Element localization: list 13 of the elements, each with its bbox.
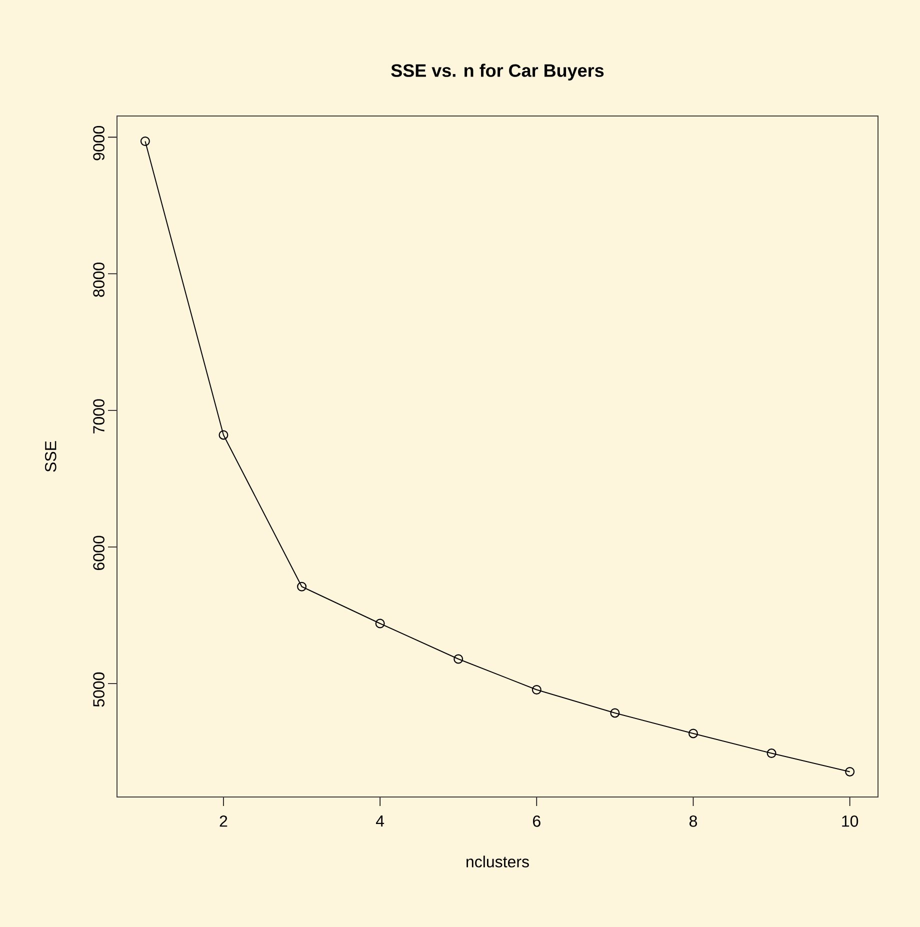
x-tick-label: 2	[220, 816, 228, 827]
y-tick-label: 5000	[93, 672, 104, 707]
x-tick-label: 6	[533, 816, 540, 827]
y-tick-label: 8000	[93, 262, 104, 297]
y-tick-label: 6000	[93, 536, 104, 570]
x-axis-title: nclusters	[466, 856, 529, 868]
x-tick-label: 8	[689, 816, 697, 827]
y-tick-label: 9000	[93, 126, 104, 160]
x-tick-label: 4	[376, 816, 384, 827]
y-tick-label: 7000	[93, 399, 104, 434]
chart-title: SSE vs. n for Car Buyers	[391, 64, 604, 80]
y-axis-title: SSE	[44, 441, 56, 472]
x-tick-label: 10	[842, 816, 858, 827]
